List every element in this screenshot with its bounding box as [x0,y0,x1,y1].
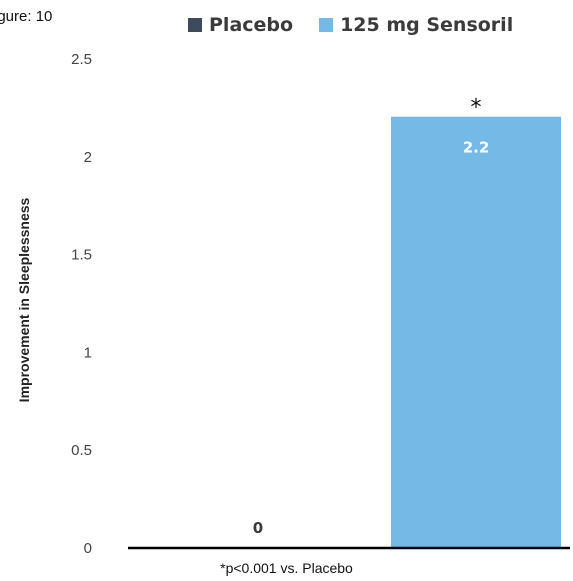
data-label: 0 [253,519,263,537]
legend-label-sensoril: 125 mg Sensoril [340,14,514,36]
y-tick-label: 1.5 [71,247,92,264]
footnote: *p<0.001 vs. Placebo [220,560,353,576]
y-tick-label: 1 [84,344,92,361]
bar-sensoril [391,116,561,548]
legend-swatch-placebo [188,18,202,32]
figure-label: igure: 10 [0,8,53,25]
significance-marker: * [471,96,482,121]
y-tick-label: 0.5 [71,442,92,459]
chart-legend: Placebo 125 mg Sensoril [188,14,539,36]
data-label: 2.2 [463,139,490,157]
legend-label-placebo: Placebo [209,14,294,36]
y-tick-label: 0 [84,540,92,557]
legend-swatch-sensoril [319,18,334,32]
y-tick-label: 2 [84,149,92,166]
legend-item-sensoril: 125 mg Sensoril [319,14,513,36]
legend-item-placebo: Placebo [188,14,293,36]
y-tick-label: 2.5 [71,51,92,68]
